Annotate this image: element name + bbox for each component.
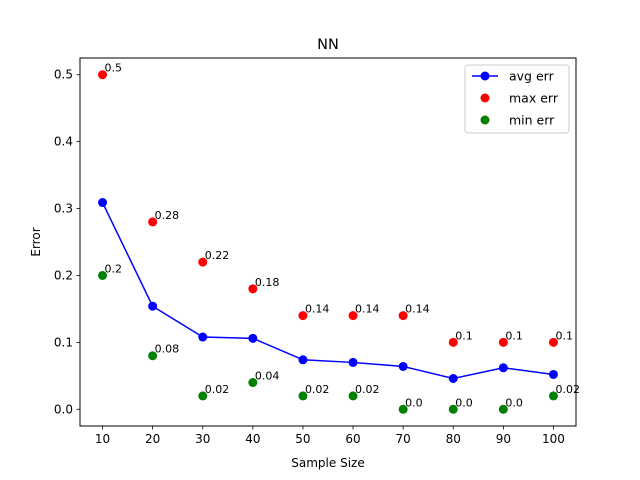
x-axis-label: Sample Size bbox=[291, 456, 364, 470]
max-err-data-label: 0.14 bbox=[405, 303, 430, 316]
x-tick-label: 20 bbox=[145, 432, 160, 446]
max-err-data-label: 0.14 bbox=[305, 303, 330, 316]
max-err-data-label: 0.18 bbox=[255, 276, 280, 289]
x-tick-label: 50 bbox=[295, 432, 310, 446]
legend: avg err max err min err bbox=[464, 64, 570, 134]
max-err-point bbox=[498, 337, 508, 347]
y-tick-label: 0.1 bbox=[54, 335, 73, 349]
max-err-point bbox=[198, 257, 208, 267]
min-err-point bbox=[248, 378, 258, 388]
x-tick-label: 60 bbox=[345, 432, 360, 446]
x-tick-label: 90 bbox=[496, 432, 511, 446]
max-err-data-label: 0.1 bbox=[455, 329, 473, 342]
min-err-data-label: 0.02 bbox=[305, 383, 330, 396]
max-err-data-label: 0.14 bbox=[355, 303, 380, 316]
min-err-point bbox=[498, 404, 508, 414]
min-err-point bbox=[98, 270, 108, 280]
avg-err-point bbox=[498, 363, 508, 373]
max-err-point bbox=[148, 217, 158, 227]
avg-err-point bbox=[548, 369, 558, 379]
max-err-point bbox=[298, 311, 308, 321]
avg-err-legend-marker bbox=[480, 71, 490, 81]
avg-err-point bbox=[198, 332, 208, 342]
min-err-point bbox=[348, 391, 358, 401]
min-err-data-label: 0.0 bbox=[505, 396, 522, 409]
min-err-point bbox=[198, 391, 208, 401]
y-tick-label: 0.2 bbox=[54, 268, 73, 282]
min-err-point bbox=[298, 391, 308, 401]
min-err-point bbox=[448, 404, 458, 414]
y-axis-label: Error bbox=[29, 227, 43, 256]
x-tick-label: 100 bbox=[542, 432, 565, 446]
max-err-data-label: 0.5 bbox=[105, 62, 123, 75]
avg-err-point bbox=[348, 357, 358, 367]
min-err-point bbox=[548, 391, 558, 401]
plot-frame bbox=[79, 57, 577, 427]
avg-err-point bbox=[398, 361, 408, 371]
y-tick-label: 0.5 bbox=[54, 68, 73, 82]
min-err-point bbox=[148, 351, 158, 361]
avg-err-point bbox=[248, 333, 258, 343]
x-tick-label: 80 bbox=[446, 432, 461, 446]
min-err-legend-label: min err bbox=[509, 113, 555, 128]
max-err-data-label: 0.1 bbox=[555, 329, 573, 342]
x-tick-label: 40 bbox=[245, 432, 260, 446]
min-err-point bbox=[398, 404, 408, 414]
avg-err-point bbox=[148, 301, 158, 311]
min-err-data-label: 0.02 bbox=[355, 383, 380, 396]
max-err-data-label: 0.28 bbox=[155, 209, 180, 222]
min-err-data-label: 0.0 bbox=[405, 396, 423, 409]
min-err-data-label: 0.2 bbox=[105, 262, 123, 275]
max-err-point bbox=[448, 337, 458, 347]
max-err-point bbox=[248, 284, 258, 294]
min-err-data-label: 0.08 bbox=[155, 343, 180, 356]
min-err-data-label: 0.02 bbox=[555, 383, 580, 396]
min-err-legend-marker bbox=[480, 115, 490, 125]
x-tick-label: 70 bbox=[396, 432, 411, 446]
max-err-legend-marker bbox=[480, 93, 490, 103]
x-tick-label: 30 bbox=[195, 432, 210, 446]
plot-area: 0.5 0.28 0.22 0.18 0.14 0.14 0.14 0.1 0.1 0.1 0.2 0… bbox=[98, 62, 580, 414]
avg-err-legend-label: avg err bbox=[509, 69, 555, 84]
max-err-legend-label: max err bbox=[509, 91, 559, 106]
max-err-point bbox=[548, 337, 558, 347]
max-err-point bbox=[398, 311, 408, 321]
avg-err-point bbox=[448, 373, 458, 383]
y-tick-label: 0.0 bbox=[54, 402, 73, 416]
max-err-data-label: 0.22 bbox=[205, 249, 230, 262]
max-err-data-label: 0.1 bbox=[505, 329, 522, 342]
avg-err-point bbox=[298, 355, 308, 365]
x-tick-label: 10 bbox=[95, 432, 110, 446]
chart-title: NN bbox=[317, 37, 339, 53]
max-err-point bbox=[348, 311, 358, 321]
min-err-data-label: 0.0 bbox=[455, 396, 473, 409]
legend-box bbox=[464, 64, 570, 134]
avg-err-point bbox=[98, 198, 108, 208]
min-err-data-label: 0.04 bbox=[255, 370, 280, 383]
y-tick-label: 0.4 bbox=[54, 135, 73, 149]
max-err-point bbox=[98, 70, 108, 80]
avg-err-line bbox=[101, 202, 554, 380]
y-tick-label: 0.3 bbox=[54, 202, 73, 216]
min-err-data-label: 0.02 bbox=[205, 383, 230, 396]
